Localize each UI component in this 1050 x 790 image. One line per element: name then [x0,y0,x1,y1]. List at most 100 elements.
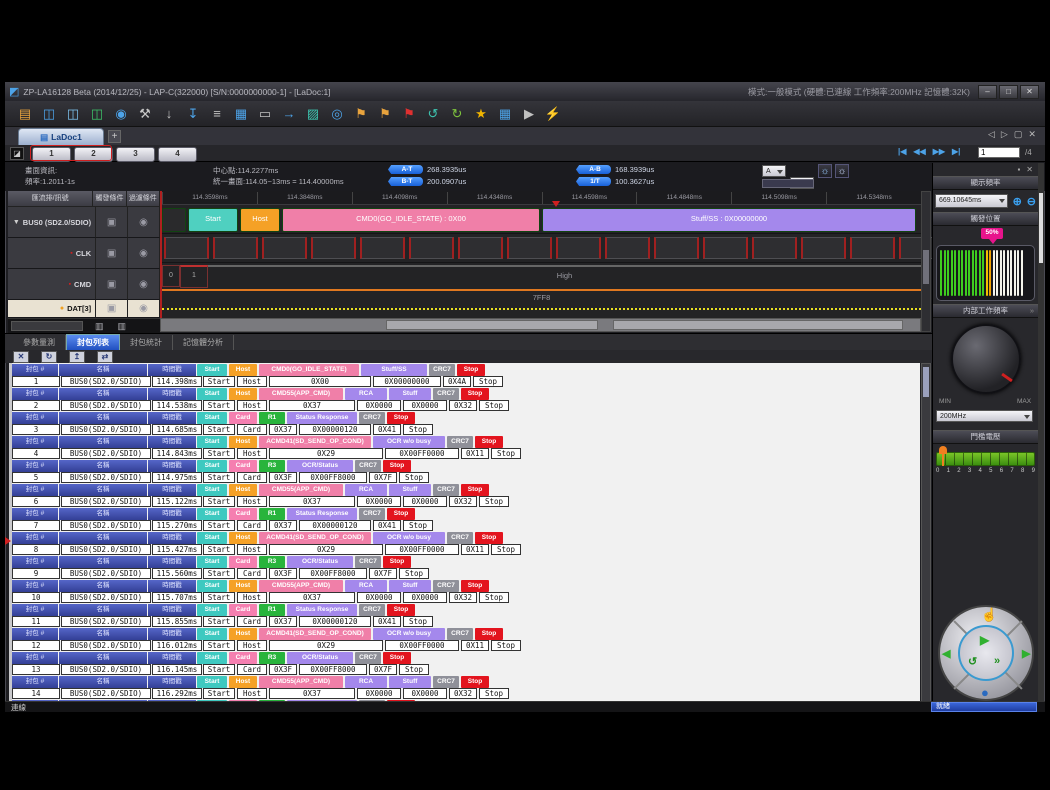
channel-row[interactable]: ▪ CMD ▣ ◉ [8,269,161,300]
toolbar-icon[interactable]: ◉ [115,105,127,121]
pan-left-icon[interactable]: ◀ [942,648,951,660]
filter-setting-icon[interactable]: ◉ [128,269,161,300]
globe-icon[interactable]: ● [981,685,989,700]
threshold-slider[interactable] [936,452,1035,466]
decode-segment[interactable]: Host [240,208,280,232]
tab-packet-statistics[interactable]: 封包統計 [120,334,173,350]
zoom-in-icon[interactable]: ⊕ [1012,195,1022,208]
toolbar-icon[interactable]: ⚑ [379,105,391,121]
toolbar-icon[interactable]: ▨ [306,105,320,121]
trigger-setting-icon[interactable]: ▣ [96,238,129,269]
toolbar-icon[interactable]: ↧ [187,105,199,121]
toolbar-icon[interactable]: ◎ [331,105,343,121]
packet-row[interactable]: 封包 # 名稱 時間戳 Start Card R3 OCR/Status CRC… [12,651,920,675]
bulb-a-icon[interactable]: ☼ [818,164,832,178]
packet-row[interactable]: 封包 # 名稱 時間戳 Start Host CMD55(APP_CMD) RC… [12,675,920,699]
packet-row[interactable]: 封包 # 名稱 時間戳 Start Host CMD0(GO_IDLE_STAT… [12,363,920,387]
last-page-icon[interactable]: ▶| [952,147,961,156]
more-icon[interactable]: » [1029,306,1034,315]
packet-row[interactable]: 封包 # 名稱 時間戳 Start Host CMD55(APP_CMD) RC… [12,483,920,507]
packet-tool-icon[interactable]: ✕ [13,350,29,363]
close-button[interactable]: ✕ [1020,84,1039,99]
page-button[interactable]: 4 [158,147,197,162]
packet-row[interactable]: 封包 # 名稱 時間戳 Start Host ACMD41(SD_SEND_OP… [12,435,920,459]
channel-row[interactable]: ● DAT[3] ▣ ◉ [8,300,161,318]
packet-row[interactable]: 封包 # 名稱 時間戳 Start Host CMD55(APP_CMD) RC… [12,387,920,411]
wheel-center[interactable] [958,625,1014,681]
packet-tool-icon[interactable]: ↥ [69,350,85,363]
tab-scroll-right-icon[interactable]: ▷ [1000,129,1008,139]
trigger-position-flag[interactable]: 50% [981,228,1003,239]
prev-page-icon[interactable]: ◀◀ [913,147,926,156]
packet-list-scrollbar[interactable] [921,363,931,703]
trigger-mark-1-icon[interactable]: ▥ [95,320,104,331]
page-button[interactable]: 1 [32,147,71,162]
filter-setting-icon[interactable]: ◉ [128,238,161,269]
packet-row[interactable]: 封包 # 名稱 時間戳 Start Card R1 Status Respons… [12,603,920,627]
close-panel-icon[interactable]: ✕ [1026,165,1033,174]
toolbar-icon[interactable]: ↻ [451,105,463,121]
decode-segment[interactable] [162,208,186,232]
toolbar-icon[interactable]: ⚒ [139,105,151,121]
toolbar-icon[interactable]: ⚑ [355,105,367,121]
toolbar-icon[interactable]: ≡ [213,105,221,121]
tab-scroll-left-icon[interactable]: ◁ [988,129,995,139]
frequency-knob[interactable] [951,324,1021,394]
display-frequency-select[interactable]: 669.10645ms [935,194,1008,208]
next-page-icon[interactable]: ▶▶ [932,147,946,156]
hand-pan-icon[interactable]: ☝ [981,607,998,622]
toolbar-icon[interactable]: ◫ [90,105,104,121]
tab-ladoc1[interactable]: ▤ LaDoc1 [18,128,104,145]
work-frequency-select[interactable]: 200MHz [936,410,1033,422]
trigger-marker-icon[interactable] [552,201,560,207]
toolbar-icon[interactable]: ↓ [165,105,173,121]
play-icon[interactable]: ▶ [980,633,990,647]
column-trigger[interactable]: 觸發條件 [93,191,127,207]
packet-tool-icon[interactable]: ⇄ [97,350,113,363]
page-button[interactable]: 3 [116,147,155,162]
maximize-button[interactable]: □ [999,84,1018,99]
packet-row[interactable]: 封包 # 名稱 時間戳 Start Card R3 OCR/Status CRC… [12,555,920,579]
toolbar-icon[interactable]: ▦ [498,105,512,121]
trigger-setting-icon[interactable]: ▣ [96,207,129,238]
first-page-icon[interactable]: |◀ [898,147,907,156]
channel-row[interactable]: ▪ CLK ▣ ◉ [8,238,161,269]
panel-scrollbar[interactable] [1038,163,1044,701]
float-window-icon[interactable]: ▢ [1013,129,1023,139]
decode-segment[interactable]: Start [188,208,238,232]
channel-row[interactable]: ▼ BUS0 (SD2.0/SDIO) ▣ ◉ [8,207,161,238]
toolbar-icon[interactable]: ▶ [524,105,534,121]
close-doc-icon[interactable]: ✕ [1028,129,1036,139]
tab-memory-analysis[interactable]: 記憶體分析 [173,334,234,350]
decode-segment[interactable]: CMD0(GO_IDLE_STATE) : 0X00 [282,208,540,232]
filter-setting-icon[interactable]: ◉ [128,207,161,238]
packet-row[interactable]: 封包 # 名稱 時間戳 Start Card R3 OCR/Status CRC… [12,459,920,483]
toolbar-icon[interactable]: ▦ [234,105,248,121]
toolbar-icon[interactable]: ▤ [18,105,32,121]
waveform-area[interactable]: 114.3598ms 114.3848ms 114.4098ms 114.434… [160,191,944,318]
marker-a-select[interactable]: A [762,165,786,177]
zoom-out-icon[interactable]: ⊖ [1026,195,1036,208]
waveform-h-scrollbar[interactable] [160,318,921,332]
trigger-setting-icon[interactable]: ▣ [96,300,129,318]
position-icon[interactable]: ◪ [10,147,24,160]
packet-row[interactable]: 封包 # 名稱 時間戳 Start Card R1 Status Respons… [12,507,920,531]
pan-right-icon[interactable]: ▶ [1022,648,1031,660]
pin-panel-icon[interactable]: ▪ [1017,165,1021,174]
column-bus-signal[interactable]: 匯流排/訊號 [8,191,94,207]
toolbar-icon[interactable]: → [282,105,296,121]
tab-parameter[interactable]: 參數量測 [13,334,66,350]
threshold-marker-icon[interactable] [939,446,947,454]
navigation-wheel[interactable]: ☝ ▶ ◀ ▶ ↺ » ● [938,605,1034,701]
rotate-icon[interactable]: ↺ [968,656,978,668]
goto-position-input[interactable] [762,179,814,188]
packet-row[interactable]: 封包 # 名稱 時間戳 Start Host CMD55(APP_CMD) RC… [12,579,920,603]
page-number-input[interactable] [978,147,1020,158]
toolbar-icon[interactable]: ◫ [42,105,56,121]
packet-row[interactable]: 封包 # 名稱 時間戳 Start Card R1 Status Respons… [12,411,920,435]
fast-forward-icon[interactable]: » [994,655,1001,667]
minimize-button[interactable]: – [978,84,997,99]
toolbar-icon[interactable]: ↺ [427,105,439,121]
packet-row[interactable]: 封包 # 名稱 時間戳 Start Host ACMD41(SD_SEND_OP… [12,627,920,651]
packet-tool-icon[interactable]: ↻ [41,350,57,363]
